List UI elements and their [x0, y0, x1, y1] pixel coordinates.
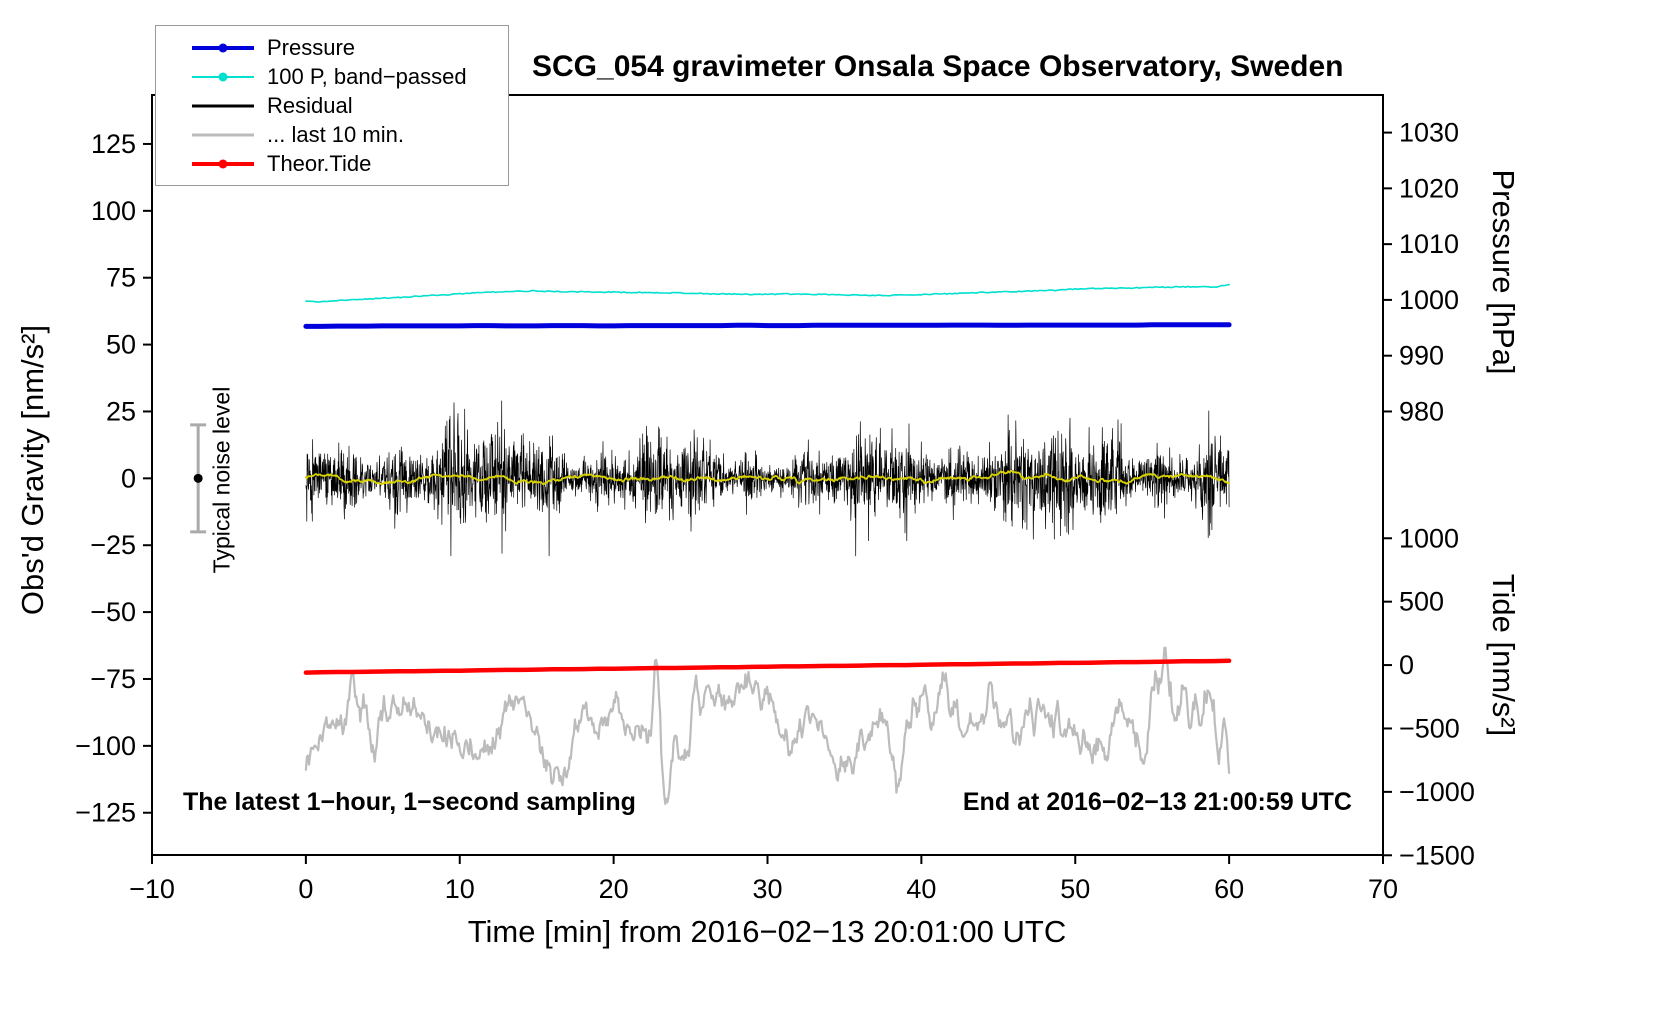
y-left-tick-label: 75 [106, 263, 136, 293]
noise-marker-dot [193, 473, 203, 483]
x-tick-label: 20 [599, 874, 629, 904]
y-left-tick-label: −100 [75, 731, 136, 761]
legend-line-sample [192, 42, 254, 54]
y-left-tick-label: 125 [91, 129, 136, 159]
annotation-end-time: End at 2016−02−13 21:00:59 UTC [962, 788, 1352, 816]
legend-item-last-10-min: ... last 10 min. [156, 120, 508, 149]
x-tick-label: 10 [445, 874, 475, 904]
annotation-sampling: The latest 1−hour, 1−second sampling [183, 788, 636, 816]
typical-noise-level-label: Typical noise level [208, 386, 235, 574]
legend-item-pressure: Pressure [156, 33, 508, 62]
y-right-tick-label: −1500 [1399, 840, 1475, 870]
x-tick-label: 40 [906, 874, 936, 904]
series-theor-tide [303, 658, 1232, 675]
y-left-tick-label: −25 [90, 530, 136, 560]
legend-marker-dot [218, 43, 228, 52]
y-axis-title-gravity: Obs'd Gravity [nm/s²] [15, 324, 50, 616]
y-right-tick-label: 1000 [1399, 523, 1459, 553]
y-axis-title-pressure: Pressure [hPa] [1486, 169, 1521, 375]
series-residual [305, 400, 1230, 557]
y-right-tick-label: −500 [1399, 713, 1460, 743]
y-right-tick-label: 1020 [1399, 173, 1459, 203]
y-left-tick-label: −50 [90, 597, 136, 627]
y-axis-title-tide: Tide [nm/s²] [1486, 573, 1521, 737]
series-pressure [303, 322, 1232, 329]
legend: Pressure 100 P, band−passed Residual ... la… [155, 25, 509, 186]
y-left-tick-label: 50 [106, 330, 136, 360]
legend-line-sample [192, 100, 254, 112]
y-right-tick-label: 1000 [1399, 285, 1459, 315]
y-right-tick-label: 990 [1399, 341, 1444, 371]
legend-item-100-p-band-passed: 100 P, band−passed [156, 62, 508, 91]
legend-line-sample [192, 129, 254, 141]
x-axis-title: Time [min] from 2016−02−13 20:01:00 UTC [467, 914, 1067, 949]
y-right-tick-label: 0 [1399, 650, 1414, 680]
y-left-tick-label: 0 [121, 463, 136, 493]
series-100-p-band-passed [305, 283, 1230, 303]
x-tick-label: 30 [752, 874, 782, 904]
x-tick-label: −10 [129, 874, 175, 904]
legend-item-theor-tide: Theor.Tide [156, 149, 508, 178]
legend-line-sample [192, 158, 254, 170]
y-right-tick-label: 1010 [1399, 229, 1459, 259]
y-left-tick-label: −75 [90, 664, 136, 694]
x-tick-label: 60 [1214, 874, 1244, 904]
legend-item-label: Residual [267, 92, 353, 118]
series-last-10-min [304, 646, 1231, 806]
legend-line-sample [192, 71, 254, 83]
x-tick-label: 50 [1060, 874, 1090, 904]
legend-marker-dot [218, 159, 228, 168]
y-left-tick-label: −125 [75, 798, 136, 828]
series-group [303, 283, 1232, 806]
y-right-tick-label: 980 [1399, 396, 1444, 426]
y-right-tick-label: −1000 [1399, 777, 1475, 807]
legend-item-label: 100 P, band−passed [267, 63, 467, 89]
y-right-tick-label: 1030 [1399, 118, 1459, 148]
x-tick-label: 70 [1368, 874, 1398, 904]
y-right-tick-label: 500 [1399, 587, 1444, 617]
legend-item-label: ... last 10 min. [267, 121, 404, 147]
x-tick-label: 0 [298, 874, 313, 904]
chart-title: SCG_054 gravimeter Onsala Space Observat… [532, 50, 1344, 83]
y-left-tick-label: 100 [91, 196, 136, 226]
legend-item-label: Pressure [267, 34, 356, 60]
legend-item-label: Theor.Tide [267, 150, 372, 176]
legend-marker-dot [218, 72, 228, 81]
series-residual-smoothed [304, 469, 1230, 486]
y-left-tick-label: 25 [106, 396, 136, 426]
legend-item-residual: Residual [156, 91, 508, 120]
